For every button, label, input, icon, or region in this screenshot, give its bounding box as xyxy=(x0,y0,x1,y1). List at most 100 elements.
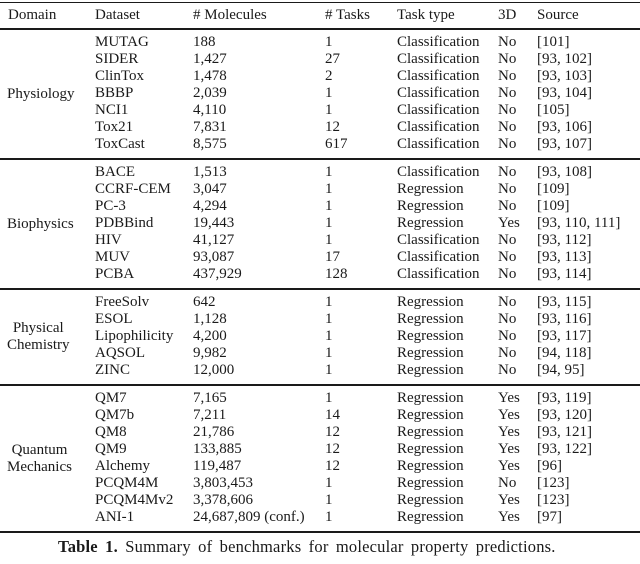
cell-three_d: No xyxy=(498,475,517,491)
cell-task_type: Regression xyxy=(397,328,464,344)
cell-source: [123] xyxy=(537,475,570,491)
cell-dataset: ToxCast xyxy=(95,136,145,152)
cell-molecules: 3,378,606 xyxy=(193,492,253,508)
table-row: QM7b 7,211 14 Regression Yes [93, 120] xyxy=(0,407,640,424)
cell-tasks: 12 xyxy=(325,119,340,135)
domain-label-line: Physical xyxy=(12,320,64,336)
table-row: Quantum Mechanics QM7 7,165 1 Regression Yes [9… xyxy=(0,385,640,475)
cell-tasks: 27 xyxy=(325,51,340,67)
cell-molecules: 21,786 xyxy=(193,424,235,440)
cell-task_type: Regression xyxy=(397,198,464,214)
cell-three_d: No xyxy=(498,102,517,118)
cell-task_type: Regression xyxy=(397,362,464,378)
column-header-0: Domain xyxy=(8,7,57,23)
cell-dataset: HIV xyxy=(95,232,122,248)
cell-dataset: ClinTox xyxy=(95,68,144,84)
cell-three_d: Yes xyxy=(498,407,520,423)
cell-task_type: Classification xyxy=(397,102,480,118)
cell-task_type: Regression xyxy=(397,509,464,525)
table-row: QM9 133,885 12 Regression Yes [93, 122] xyxy=(0,441,640,458)
caption-text: Summary of benchmarks for molecular prop… xyxy=(125,537,556,556)
cell-task_type: Regression xyxy=(397,407,464,423)
table-row: AQSOL 9,982 1 Regression No [94, 118] xyxy=(0,345,640,362)
cell-source: [93, 107] xyxy=(537,136,592,152)
cell-dataset: ESOL xyxy=(95,311,133,327)
cell-source: [93, 121] xyxy=(537,424,592,440)
column-header-6: Source xyxy=(537,7,579,23)
cell-tasks: 1 xyxy=(325,390,333,406)
cell-task_type: Regression xyxy=(397,458,464,474)
cell-source: [93, 117] xyxy=(537,328,592,344)
cell-source: [93, 116] xyxy=(537,311,592,327)
table-row: ClinTox 1,478 2 Classification No [93, 103] xyxy=(0,68,640,85)
cell-three_d: No xyxy=(498,164,517,180)
domain-label-line: Physiology xyxy=(7,85,75,102)
cell-tasks: 1 xyxy=(325,164,333,180)
cell-molecules: 1,478 xyxy=(193,68,227,84)
table-row: PC-3 4,294 1 Regression No [109] xyxy=(0,198,640,215)
cell-source: [93, 120] xyxy=(537,407,592,423)
cell-tasks: 1 xyxy=(325,181,333,197)
cell-domain: Biophysics xyxy=(0,159,95,289)
cell-dataset: PC-3 xyxy=(95,198,126,214)
cell-task_type: Classification xyxy=(397,51,480,67)
cell-tasks: 1 xyxy=(325,85,333,101)
cell-tasks: 1 xyxy=(325,492,333,508)
table-row: ESOL 1,128 1 Regression No [93, 116] xyxy=(0,311,640,328)
table-row: Lipophilicity 4,200 1 Regression No [93, 117] xyxy=(0,328,640,345)
cell-tasks: 1 xyxy=(325,311,333,327)
cell-molecules: 133,885 xyxy=(193,441,242,457)
cell-source: [94, 118] xyxy=(537,345,592,361)
cell-dataset: PDBBind xyxy=(95,215,154,231)
cell-molecules: 93,087 xyxy=(193,249,235,265)
cell-molecules: 4,200 xyxy=(193,328,227,344)
cell-tasks: 1 xyxy=(325,198,333,214)
cell-molecules: 3,047 xyxy=(193,181,227,197)
cell-three_d: Yes xyxy=(498,441,520,457)
cell-source: [93, 113] xyxy=(537,249,592,265)
cell-source: [93, 106] xyxy=(537,119,592,135)
table-row: PCQM4M 3,803,453 1 Regression No [123] xyxy=(0,475,640,492)
table-row: ANI-1 24,687,809 (conf.) 1 Regression Yes [97… xyxy=(0,509,640,532)
cell-task_type: Regression xyxy=(397,311,464,327)
cell-source: [93, 108] xyxy=(537,164,592,180)
cell-task_type: Classification xyxy=(397,68,480,84)
table-row: PDBBind 19,443 1 Regression Yes [93, 110, 111… xyxy=(0,215,640,232)
benchmarks-table: Domain Dataset # Molecules # Tasks Task type… xyxy=(0,2,640,533)
cell-molecules: 7,165 xyxy=(193,390,227,406)
cell-tasks: 1 xyxy=(325,102,333,118)
cell-three_d: No xyxy=(498,119,517,135)
cell-source: [93, 103] xyxy=(537,68,592,84)
domain-label-line: Quantum xyxy=(11,441,68,458)
cell-molecules: 188 xyxy=(193,34,216,50)
cell-dataset: PCQM4M xyxy=(95,475,159,491)
cell-three_d: Yes xyxy=(498,509,520,525)
cell-source: [93, 110, 111] xyxy=(537,215,621,231)
cell-dataset: NCI1 xyxy=(95,102,129,118)
cell-molecules: 24,687,809 (conf.) xyxy=(193,509,305,525)
cell-task_type: Regression xyxy=(397,492,464,508)
table-row: Alchemy 119,487 12 Regression Yes [96] xyxy=(0,458,640,475)
cell-three_d: No xyxy=(498,249,517,265)
cell-domain: Physical Chemistry xyxy=(0,289,95,385)
cell-task_type: Classification xyxy=(397,34,480,50)
domain-group-1: Biophysics BACE 1,513 1 Classification No [93,… xyxy=(0,159,640,289)
cell-source: [109] xyxy=(537,198,570,214)
cell-task_type: Regression xyxy=(397,424,464,440)
table-row: MUV 93,087 17 Classification No [93, 113] xyxy=(0,249,640,266)
cell-task_type: Classification xyxy=(397,232,480,248)
domain-label-line: Biophysics xyxy=(7,215,74,232)
cell-three_d: No xyxy=(498,311,517,327)
cell-molecules: 1,427 xyxy=(193,51,227,67)
cell-dataset: AQSOL xyxy=(95,345,146,361)
cell-tasks: 12 xyxy=(325,424,340,440)
cell-task_type: Regression xyxy=(397,215,464,231)
cell-domain: Quantum Mechanics xyxy=(0,385,95,532)
cell-dataset: MUTAG xyxy=(95,34,149,50)
cell-three_d: Yes xyxy=(498,424,520,440)
cell-three_d: Yes xyxy=(498,390,520,406)
cell-source: [109] xyxy=(537,181,570,197)
cell-source: [93, 114] xyxy=(537,266,592,282)
cell-dataset: Lipophilicity xyxy=(95,328,174,344)
cell-task_type: Classification xyxy=(397,266,480,282)
